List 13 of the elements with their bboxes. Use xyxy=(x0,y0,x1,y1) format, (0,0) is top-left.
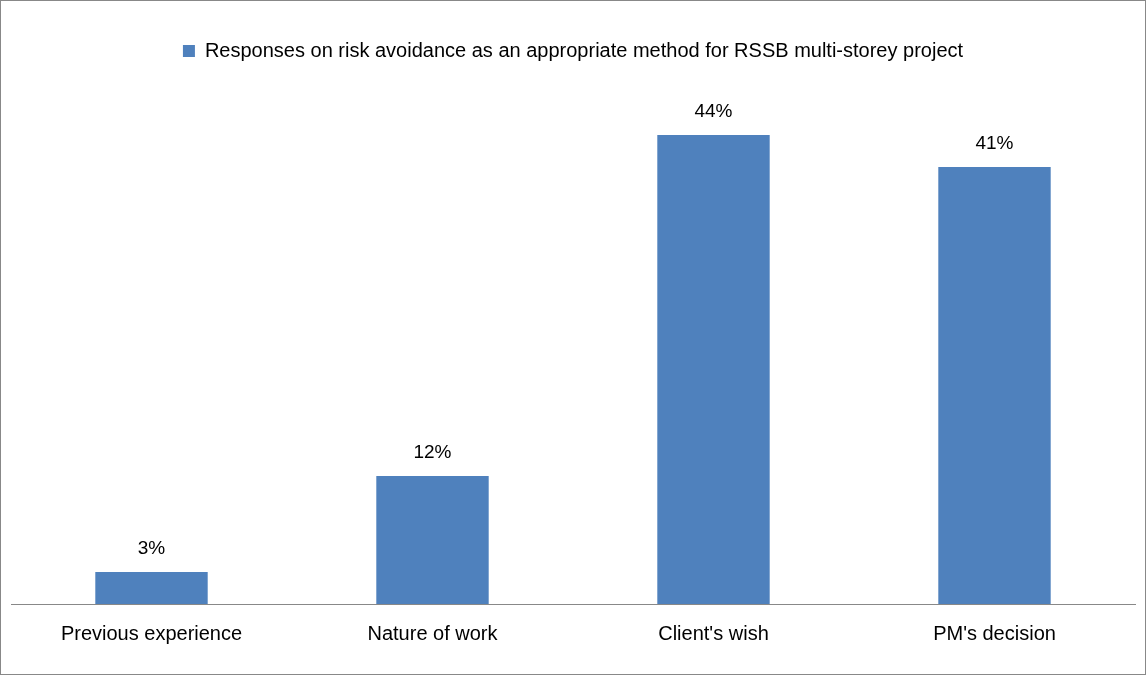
x-tick-label: Client's wish xyxy=(658,621,769,644)
bar xyxy=(657,134,770,604)
bar xyxy=(376,476,489,604)
data-label: 44% xyxy=(694,99,733,121)
x-tick-label: Previous experience xyxy=(60,621,243,644)
x-tick-label: PM's decision xyxy=(933,621,1056,644)
data-label: 12% xyxy=(413,440,452,462)
bar xyxy=(938,166,1051,604)
legend-label: Responses on risk avoidance as an appropriate method for RSSB multi-storey project xyxy=(204,38,964,61)
x-tick-label: Nature of work xyxy=(367,621,499,644)
data-label: 41% xyxy=(975,131,1014,153)
data-label: 3% xyxy=(137,536,166,558)
bar xyxy=(95,572,208,604)
